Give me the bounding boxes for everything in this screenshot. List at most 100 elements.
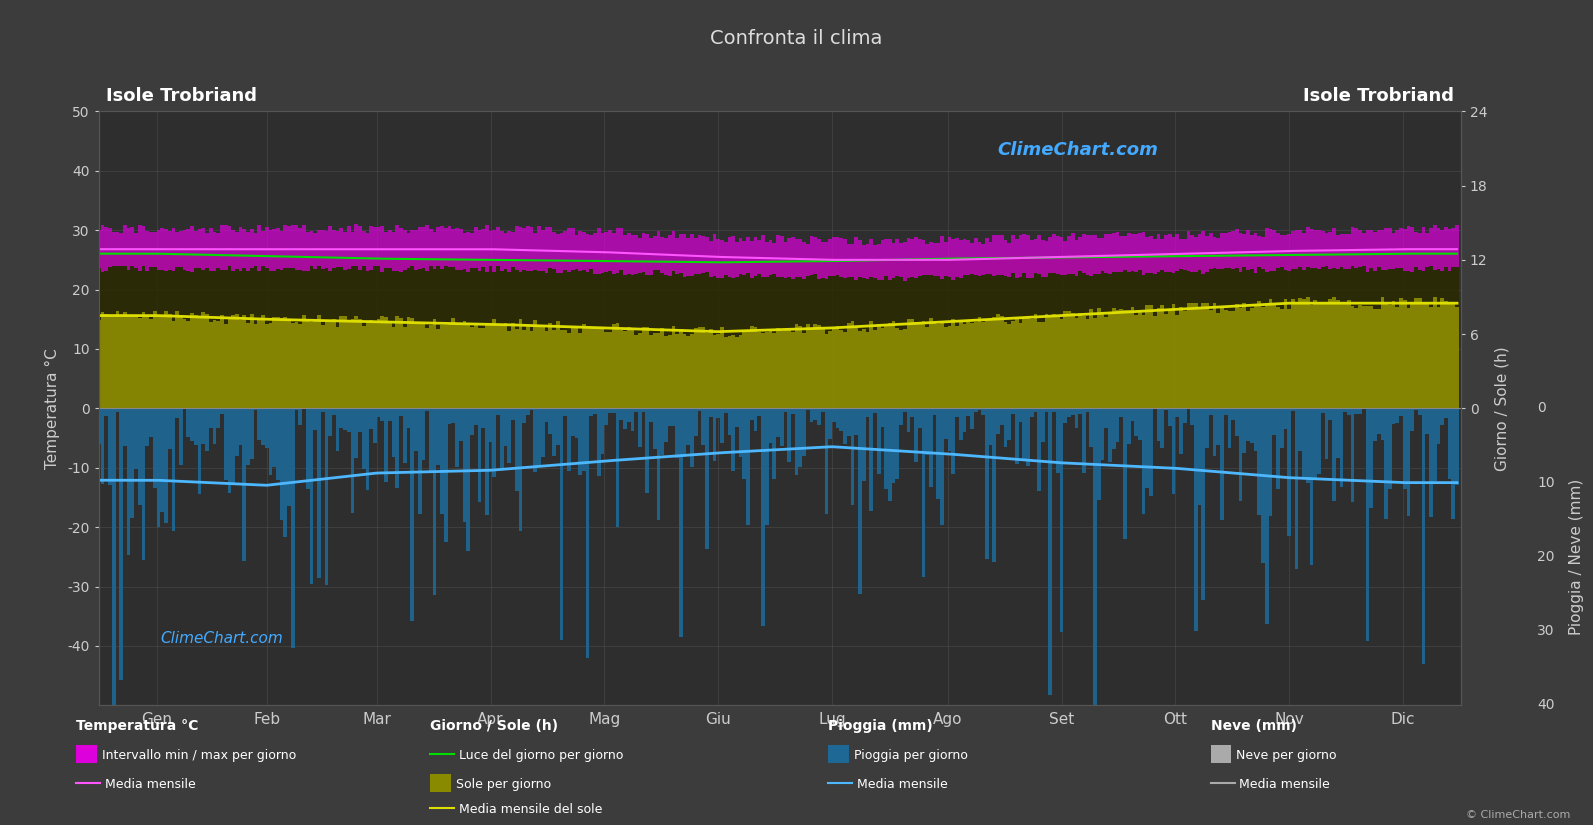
Bar <box>503 260 507 323</box>
Bar <box>631 330 634 408</box>
Bar <box>164 408 167 523</box>
Bar <box>836 237 840 275</box>
Bar <box>661 328 664 408</box>
Bar <box>530 331 534 408</box>
Bar <box>236 257 239 314</box>
Bar <box>1126 408 1131 444</box>
Bar <box>417 408 422 515</box>
Bar <box>105 408 108 417</box>
Bar <box>381 408 384 422</box>
Bar <box>548 227 553 267</box>
Bar <box>1443 253 1448 301</box>
Bar <box>194 315 198 408</box>
Bar <box>1098 257 1101 308</box>
Bar <box>768 329 773 408</box>
Bar <box>951 408 956 474</box>
Bar <box>1212 408 1217 456</box>
Bar <box>1251 234 1254 269</box>
Bar <box>959 408 962 441</box>
Bar <box>1448 253 1451 302</box>
Bar <box>247 408 250 464</box>
Bar <box>511 260 515 323</box>
Bar <box>440 226 444 269</box>
Bar <box>945 257 948 328</box>
Bar <box>1037 322 1040 408</box>
Bar <box>650 261 653 335</box>
Bar <box>1454 224 1459 266</box>
Bar <box>1373 233 1376 271</box>
Bar <box>1340 408 1343 488</box>
Bar <box>183 255 186 318</box>
Bar <box>381 257 384 317</box>
Bar <box>123 312 127 408</box>
Bar <box>865 332 870 408</box>
Bar <box>578 261 581 332</box>
Bar <box>1134 233 1137 271</box>
Bar <box>347 258 350 320</box>
Bar <box>1157 256 1160 308</box>
Bar <box>1179 307 1182 408</box>
Bar <box>847 323 851 408</box>
Bar <box>870 408 873 511</box>
Bar <box>272 229 276 271</box>
Bar <box>1246 255 1251 311</box>
Bar <box>495 326 500 408</box>
Bar <box>217 408 220 428</box>
Bar <box>198 317 201 408</box>
Bar <box>484 225 489 271</box>
Bar <box>1131 308 1134 408</box>
Bar <box>298 408 303 425</box>
Bar <box>1343 253 1348 304</box>
Bar <box>910 258 914 319</box>
Bar <box>1298 408 1301 451</box>
Bar <box>1373 253 1376 309</box>
Bar <box>142 408 145 560</box>
Bar <box>926 327 929 408</box>
Bar <box>365 408 370 490</box>
Bar <box>892 321 895 408</box>
Bar <box>1206 257 1209 304</box>
Bar <box>201 254 205 312</box>
Bar <box>1415 299 1418 408</box>
Bar <box>761 408 765 626</box>
Bar <box>1298 256 1301 298</box>
Bar <box>534 408 537 472</box>
Bar <box>820 242 825 278</box>
Bar <box>448 226 451 266</box>
Bar <box>1381 253 1384 297</box>
Bar <box>929 260 933 318</box>
Bar <box>1426 253 1429 302</box>
Bar <box>190 408 194 441</box>
Bar <box>287 226 292 267</box>
Bar <box>1134 408 1137 436</box>
Bar <box>581 324 586 408</box>
Bar <box>406 258 411 318</box>
Bar <box>1317 304 1321 408</box>
Bar <box>542 260 545 325</box>
Bar <box>1451 408 1454 519</box>
Bar <box>342 408 347 430</box>
Bar <box>687 408 690 445</box>
Bar <box>679 234 683 273</box>
Bar <box>223 323 228 408</box>
Bar <box>1120 257 1123 309</box>
Bar <box>601 233 604 273</box>
Bar <box>194 408 198 445</box>
Bar <box>1306 408 1309 483</box>
Bar <box>1056 257 1059 317</box>
Bar <box>1082 316 1086 408</box>
Bar <box>1370 229 1373 268</box>
Bar <box>519 227 523 272</box>
Bar <box>150 255 153 319</box>
Bar <box>981 244 984 275</box>
Bar <box>1381 408 1384 441</box>
Bar <box>706 237 709 271</box>
Bar <box>145 253 150 315</box>
Bar <box>1053 408 1056 412</box>
Bar <box>373 227 378 266</box>
Bar <box>1198 257 1201 309</box>
Bar <box>1399 298 1403 408</box>
Bar <box>167 230 172 270</box>
Text: Pioggia per giorno: Pioggia per giorno <box>854 749 967 762</box>
Bar <box>1004 408 1007 447</box>
